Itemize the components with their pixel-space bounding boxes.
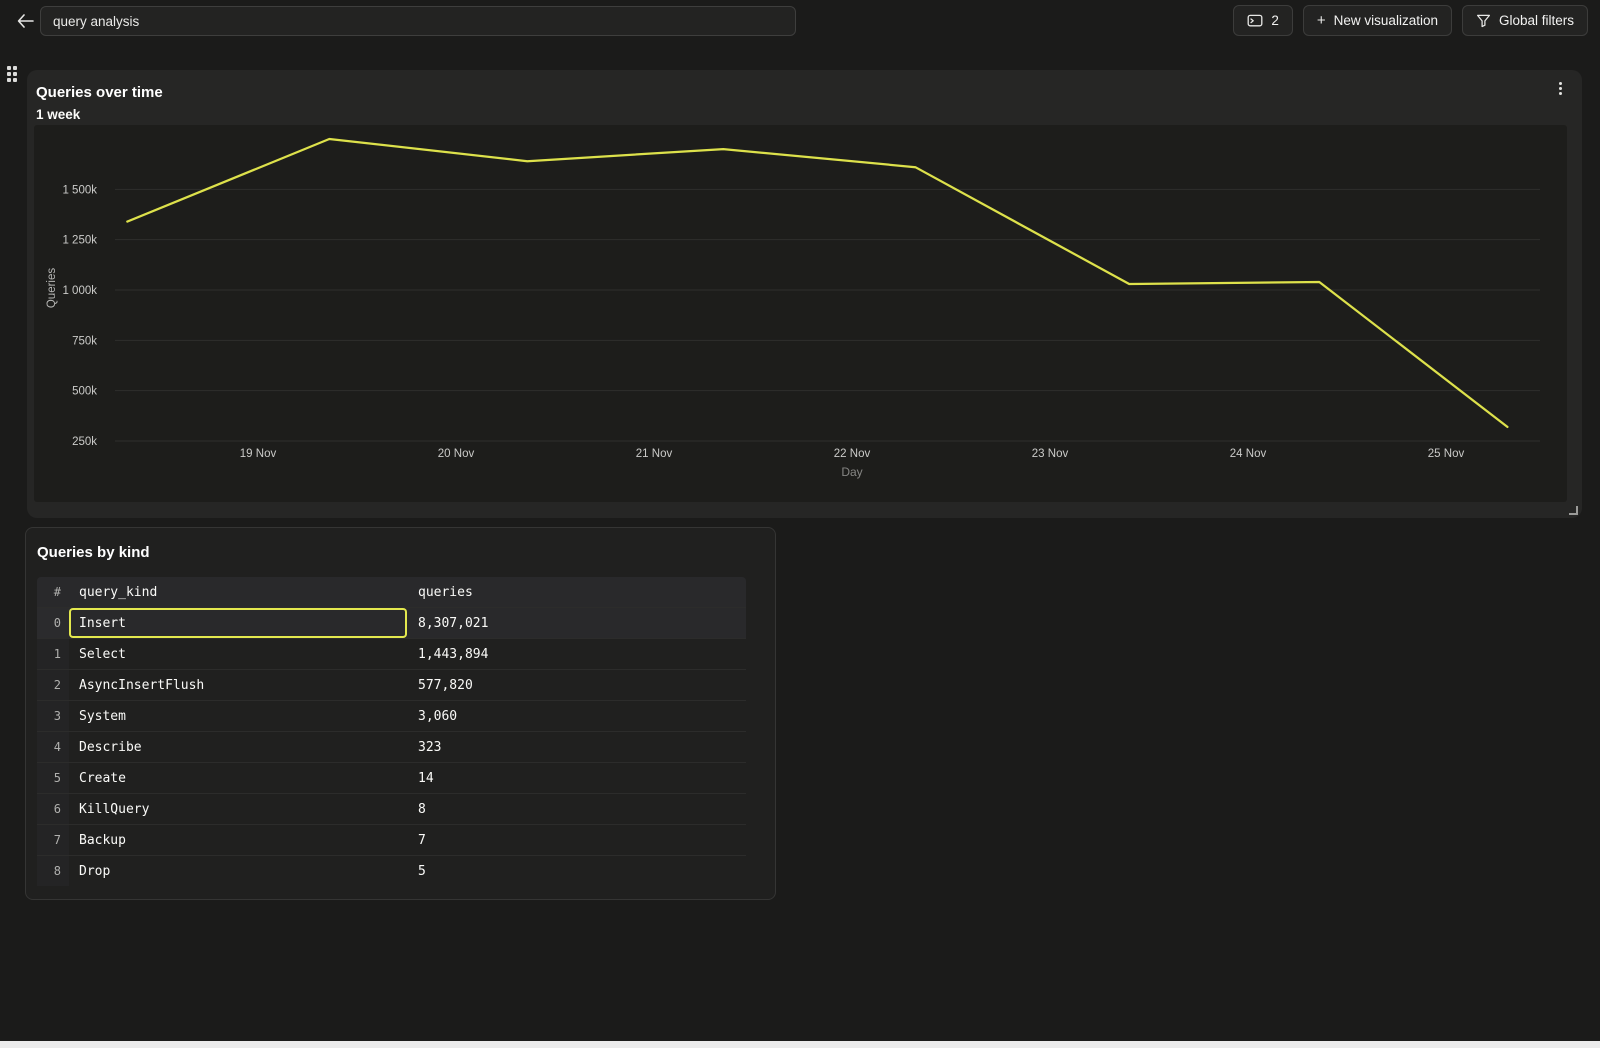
query-kind-cell[interactable]: Select <box>79 646 126 662</box>
chart-subtitle: 1 week <box>36 107 81 122</box>
results-table: # query_kind queries 0 Insert 8,307,021 1 Selec… <box>37 577 746 886</box>
queries-value-cell[interactable]: 3,060 <box>418 708 458 724</box>
row-index-cell: 1 <box>37 639 69 669</box>
x-tick-label: 25 Nov <box>1428 448 1465 460</box>
row-index-cell: 2 <box>37 670 69 700</box>
queries-value-cell[interactable]: 5 <box>418 863 426 879</box>
chart-title: Queries over time <box>36 84 163 101</box>
drag-dots-icon[interactable] <box>7 66 17 82</box>
queries-value-cell[interactable]: 323 <box>418 739 442 755</box>
column-header-queries: queries <box>418 584 473 600</box>
x-tick-label: 20 Nov <box>438 448 475 460</box>
plus-icon: + <box>1316 12 1326 29</box>
back-button[interactable] <box>12 9 38 33</box>
x-tick-label: 21 Nov <box>636 448 673 460</box>
kebab-menu-icon[interactable] <box>1553 79 1567 97</box>
x-axis-title: Day <box>841 465 862 479</box>
table-header-row: # query_kind queries <box>37 577 746 607</box>
x-tick-label: 22 Nov <box>834 448 871 460</box>
y-tick-label: 1 500k <box>62 184 97 196</box>
query-kind-cell[interactable]: Backup <box>79 832 126 848</box>
y-tick-label: 750k <box>72 335 97 347</box>
x-tick-label: 24 Nov <box>1230 448 1267 460</box>
query-kind-cell[interactable]: AsyncInsertFlush <box>79 677 205 693</box>
query-kind-cell[interactable]: Drop <box>79 863 111 879</box>
queries-value-cell[interactable]: 8,307,021 <box>418 615 489 631</box>
console-window-icon <box>1247 14 1263 27</box>
table-row: 6 KillQuery 8 <box>37 793 746 824</box>
y-tick-label: 1 250k <box>62 235 97 247</box>
global-filters-label: Global filters <box>1498 13 1574 28</box>
column-header-index: # <box>53 585 61 599</box>
row-index-cell: 0 <box>37 608 69 638</box>
row-index-cell: 3 <box>37 701 69 731</box>
query-kind-cell[interactable]: Insert <box>69 608 407 638</box>
new-visualization-button[interactable]: + New visualization <box>1302 5 1452 36</box>
y-axis-title: Queries <box>46 268 58 309</box>
table-row: 3 System 3,060 <box>37 700 746 731</box>
x-tick-label: 23 Nov <box>1032 448 1069 460</box>
console-count-label: 2 <box>1271 13 1279 28</box>
row-index-cell: 5 <box>37 763 69 793</box>
query-kind-cell[interactable]: Create <box>79 770 126 786</box>
resize-corner-icon[interactable] <box>1569 506 1578 515</box>
table-row: 1 Select 1,443,894 <box>37 638 746 669</box>
row-index-cell: 4 <box>37 732 69 762</box>
queries-value-cell[interactable]: 7 <box>418 832 426 848</box>
queries-value-cell[interactable]: 8 <box>418 801 426 817</box>
table-row: 8 Drop 5 <box>37 855 746 886</box>
queries-by-kind-card: Queries by kind # query_kind queries 0 Inser… <box>25 527 776 900</box>
line-chart-svg: 250k 500k 750k 1 000k 1 250k 1 500k 19 Nov 20 N… <box>46 137 1540 479</box>
y-tick-label: 500k <box>72 386 97 398</box>
query-kind-cell[interactable]: KillQuery <box>79 801 150 817</box>
topbar: 2 + New visualization Global filters <box>0 0 1600 42</box>
queries-line-series <box>126 137 1509 429</box>
queries-value-cell[interactable]: 577,820 <box>418 677 473 693</box>
arrow-left-icon <box>17 14 34 28</box>
table-row: 7 Backup 7 <box>37 824 746 855</box>
column-header-query_kind: query_kind <box>79 584 158 600</box>
query-kind-cell[interactable]: Describe <box>79 739 142 755</box>
console-count-button[interactable]: 2 <box>1233 5 1293 36</box>
row-index-cell: 8 <box>37 856 69 886</box>
x-tick-label: 19 Nov <box>240 448 277 460</box>
query-kind-cell[interactable]: System <box>79 708 126 724</box>
window-bottom-edge <box>0 1041 1600 1048</box>
dashboard-title-input[interactable] <box>40 6 796 36</box>
queries-value-cell[interactable]: 1,443,894 <box>418 646 489 662</box>
row-index-cell: 6 <box>37 794 69 824</box>
table-row: 5 Create 14 <box>37 762 746 793</box>
global-filters-button[interactable]: Global filters <box>1461 5 1588 36</box>
table-row: 4 Describe 323 <box>37 731 746 762</box>
chart-plot-region: 250k 500k 750k 1 000k 1 250k 1 500k 19 Nov 20 N… <box>34 125 1567 502</box>
table-row: 2 AsyncInsertFlush 577,820 <box>37 669 746 700</box>
queries-value-cell[interactable]: 14 <box>418 770 434 786</box>
queries-over-time-card: Queries over time 1 week 250k 500k 750k 1 0… <box>27 70 1582 518</box>
y-tick-label: 1 000k <box>62 285 97 297</box>
row-index-cell: 7 <box>37 825 69 855</box>
table-row: 0 Insert 8,307,021 <box>37 607 746 638</box>
new-visualization-label: New visualization <box>1333 13 1438 28</box>
y-tick-label: 250k <box>72 436 97 448</box>
table-title: Queries by kind <box>37 544 150 561</box>
funnel-icon <box>1476 14 1490 28</box>
